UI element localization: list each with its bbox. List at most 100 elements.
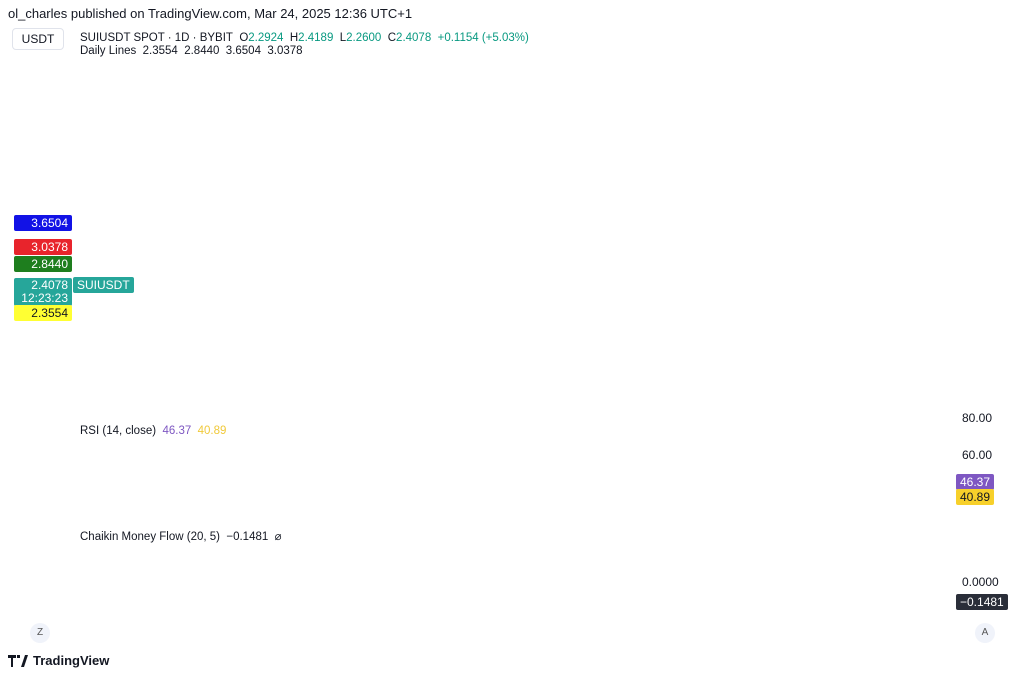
candle-body — [526, 145, 533, 170]
candle-body — [115, 362, 122, 378]
ma-green-value: 2.8440 — [184, 45, 220, 57]
candle-body — [80, 363, 87, 366]
rsi-value: 46.37 — [162, 425, 192, 437]
time-tick-label: Nov — [335, 626, 356, 640]
open-label: O — [239, 32, 249, 44]
candle-body — [508, 190, 515, 200]
last-price: 2.4078 — [31, 278, 68, 292]
cmf-legend: Chaikin Money Flow (20, 5) −0.1481 ⌀ — [80, 529, 282, 543]
candle-body — [238, 337, 245, 350]
candle-body — [302, 290, 309, 304]
rsi-band-background — [72, 437, 955, 511]
log-scale-toggle-z[interactable]: Z — [30, 623, 50, 643]
ma-blue-badge: 3.6504 — [14, 215, 72, 231]
trendline — [553, 167, 816, 171]
time-tick-label: Oct — [254, 626, 273, 640]
bar-countdown: 12:23:23 — [21, 291, 68, 305]
candle-body — [668, 245, 675, 248]
candle-body — [516, 145, 523, 190]
candle-body — [724, 284, 731, 290]
candle-body — [636, 235, 643, 240]
candle-body — [657, 247, 664, 255]
symbol-tag: SUIUSDT — [73, 277, 134, 293]
candle-body — [433, 195, 440, 240]
candle-body — [548, 160, 555, 190]
cmf-tick-0: 0.0000 — [962, 575, 999, 589]
rsi-ma-line — [73, 432, 728, 497]
candle-body — [497, 180, 504, 200]
lightning-icon[interactable] — [712, 395, 732, 415]
moving-average-line — [73, 163, 728, 367]
price-tick-label: 0.0000 — [29, 398, 66, 412]
candle-body — [588, 215, 595, 230]
candle-body — [355, 307, 362, 313]
trendline — [515, 134, 734, 294]
candle-body — [580, 200, 587, 215]
cmf-value-badge: −0.1481 — [956, 594, 1008, 610]
rsi-tick-60: 60.00 — [962, 448, 993, 462]
candle-body — [444, 195, 451, 228]
price-tick-label: 5.0000 — [29, 148, 66, 162]
candle-body — [425, 235, 432, 240]
ma-green-badge: 2.8440 — [14, 256, 72, 272]
currency-button[interactable]: USDT — [12, 28, 64, 50]
rsi-ma-value: 40.89 — [197, 425, 227, 437]
lightning-icon-glyph — [719, 399, 725, 411]
candle-body — [476, 175, 483, 205]
close-label: C — [387, 32, 397, 44]
tradingview-logo-text: TradingView — [33, 653, 110, 668]
time-tick-label: May — [818, 626, 841, 640]
candle-body — [558, 160, 565, 185]
moving-average-lines — [73, 163, 728, 367]
candle-body — [604, 250, 611, 258]
candle-body — [692, 267, 699, 280]
trendline — [588, 288, 755, 316]
time-tick-label: Dec — [415, 626, 436, 640]
time-tick-label: Feb — [581, 626, 602, 640]
candle-body — [185, 360, 192, 364]
candle-body — [374, 245, 381, 290]
auto-scale-toggle-a[interactable]: A — [975, 623, 995, 643]
candle-body — [131, 354, 138, 358]
tradingview-logo: TradingView — [8, 653, 109, 668]
ma-red-badge: 3.0378 — [14, 239, 72, 255]
candle-body — [647, 240, 654, 255]
time-tick-label: Aug — [89, 626, 110, 640]
publisher-line: ol_charles published on TradingView.com,… — [8, 6, 413, 21]
candle-body — [334, 312, 341, 318]
candle-body — [281, 307, 288, 313]
daily-lines-label[interactable]: Daily Lines — [80, 45, 137, 57]
ma-red-value: 3.0378 — [267, 45, 303, 57]
candle-body — [569, 185, 576, 200]
candle-body — [313, 304, 320, 305]
candle-body — [404, 230, 411, 238]
symbol-name[interactable]: SUIUSDT SPOT · 1D · BYBIT — [80, 32, 233, 44]
daily-lines-legend: Daily Lines 2.3554 2.8440 3.6504 3.0378 — [80, 45, 303, 57]
low-label: L — [339, 32, 347, 44]
candle-body — [153, 357, 160, 359]
cmf-label[interactable]: Chaikin Money Flow (20, 5) — [80, 531, 220, 543]
ma-blue-value: 3.6504 — [225, 45, 261, 57]
candle-body — [625, 235, 632, 258]
price-tick-label: 7.0000 — [29, 48, 66, 62]
time-tick-label: Mar — [656, 626, 677, 640]
candle-body — [163, 355, 170, 358]
candle-body — [382, 232, 389, 245]
rsi-label[interactable]: RSI (14, close) — [80, 425, 157, 437]
candle-body — [366, 290, 373, 313]
candle-body — [102, 367, 109, 370]
moving-average-line — [73, 204, 728, 365]
high-value: 2.4189 — [298, 32, 334, 44]
hidden-eye-slash-icon[interactable]: ⌀ — [274, 531, 282, 543]
candle-body — [414, 235, 421, 238]
candle-body — [593, 230, 600, 258]
candle-body — [291, 290, 298, 308]
candle-body — [70, 363, 77, 365]
ma-yellow-value: 2.3554 — [142, 45, 178, 57]
candle-body — [206, 361, 213, 365]
candle-body — [174, 355, 181, 360]
time-tick-label: Jun — [902, 626, 921, 640]
candle-body — [91, 366, 98, 368]
candle-body — [700, 280, 707, 300]
